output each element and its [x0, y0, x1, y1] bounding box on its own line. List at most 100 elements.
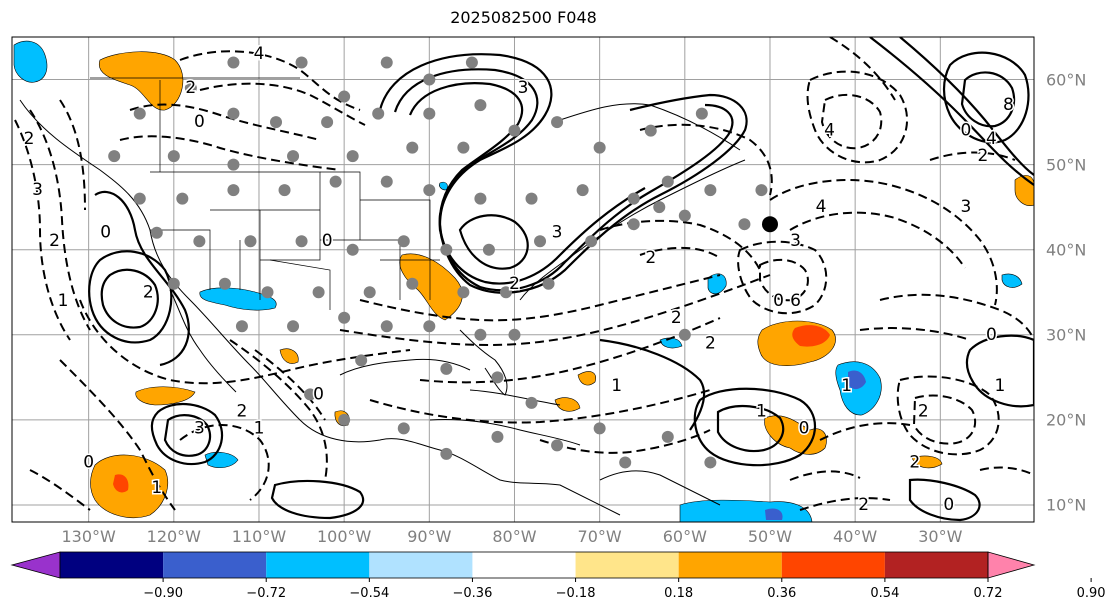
blue-blob: [679, 499, 813, 522]
station-dot: [108, 150, 121, 163]
station-dot: [593, 422, 606, 435]
station-dot: [295, 56, 308, 69]
contour-label: 0: [322, 231, 333, 251]
contour-label: 0: [83, 452, 94, 472]
station-dot: [380, 175, 393, 188]
coastlines: [19, 99, 746, 516]
lon-tick-label: 120°W: [146, 527, 201, 546]
station-dot: [423, 184, 436, 197]
station-dot: [355, 354, 368, 367]
contour-label: 4: [816, 197, 827, 217]
contour-label: 2: [24, 129, 35, 149]
colorbar-segment: [369, 552, 473, 578]
station-dot: [534, 235, 547, 248]
lon-tick-label: 100°W: [316, 527, 372, 546]
contour-label: 2: [645, 248, 656, 268]
station-dot: [406, 277, 419, 290]
station-dot: [184, 82, 197, 95]
station-dot: [312, 286, 325, 299]
contour-label: 2: [909, 452, 920, 472]
contour-label: 2: [143, 282, 154, 302]
dashed-contours: [14, 37, 1034, 511]
station-dot: [176, 192, 189, 205]
station-dot: [167, 277, 180, 290]
orange-blob: [577, 371, 596, 386]
station-dot: [287, 150, 300, 163]
station-dot: [508, 124, 521, 137]
contour-label: 4: [824, 121, 835, 141]
solid-contours: [88, 37, 1034, 522]
colorbar-tick-label: −0.90: [143, 586, 184, 601]
station-dot: [465, 56, 478, 69]
station-dot: [167, 150, 180, 163]
lat-tick-label: 30°N: [1046, 325, 1087, 345]
colorbar-tick-label: 0.36: [767, 586, 797, 601]
station-dot: [551, 439, 564, 452]
lat-tick-label: 10°N: [1046, 495, 1087, 515]
station-dot: [440, 447, 453, 460]
station-dot: [380, 56, 393, 69]
lon-tick-label: 70°W: [577, 527, 622, 546]
station-dot: [133, 192, 146, 205]
station-dot: [627, 192, 640, 205]
station-dot: [227, 184, 240, 197]
map-title: 2025082500 F048: [450, 8, 597, 27]
station-dot: [363, 286, 376, 299]
contour-label: 1: [611, 376, 622, 396]
colorbar-tick-label: −0.54: [349, 586, 390, 601]
station-dot: [133, 107, 146, 120]
contour-label: 1: [841, 376, 852, 396]
contour-label: 3: [518, 78, 529, 98]
contour-label: 3: [790, 231, 801, 251]
station-dot: [372, 107, 385, 120]
lat-tick-label: 40°N: [1046, 240, 1087, 260]
contour-label: 3: [960, 197, 971, 217]
station-dot: [244, 235, 257, 248]
station-dot: [295, 235, 308, 248]
station-dot: [235, 320, 248, 333]
colorbar-outline: [59, 551, 989, 579]
orange-blob: [98, 51, 184, 111]
station-dot: [627, 218, 640, 231]
lat-lon-grid: [12, 37, 1034, 522]
station-dot: [338, 90, 351, 103]
contour-label: 2: [918, 401, 929, 421]
station-dot: [491, 371, 504, 384]
station-dot: [227, 158, 240, 171]
orange-blob: [554, 397, 581, 412]
lon-tick-label: 40°W: [833, 527, 878, 546]
contour-label: 2: [237, 401, 248, 421]
colorbar-tick-label: −0.72: [246, 586, 287, 601]
contour-label: 1: [756, 401, 767, 421]
blue-blob: [439, 181, 448, 191]
station-dot: [227, 56, 240, 69]
station-dot: [482, 243, 495, 256]
contour-label: 2: [185, 78, 196, 98]
colorbar-extend-low: [10, 551, 61, 579]
lon-tick-label: 30°W: [918, 527, 963, 546]
lon-tick-label: 90°W: [407, 527, 452, 546]
station-dot: [440, 243, 453, 256]
station-dot: [525, 192, 538, 205]
station-dot: [585, 235, 598, 248]
red-blob: [113, 474, 129, 493]
station-dot: [576, 184, 589, 197]
colorbar-segment: [266, 552, 370, 578]
colorbar-tick-label: 0.18: [664, 586, 694, 601]
station-dot: [440, 362, 453, 375]
station-dot: [346, 150, 359, 163]
station-dot: [150, 226, 163, 239]
contour-label: 0: [960, 121, 971, 141]
contour-label: 8: [1003, 95, 1014, 115]
contour-label: 3: [194, 418, 205, 438]
station-dot: [593, 141, 606, 154]
station-dot: [457, 141, 470, 154]
colorbar-tick-label: −0.18: [555, 586, 596, 601]
contour-label: 0: [100, 223, 111, 243]
darkblue-blob: [765, 508, 783, 520]
colorbar-tick-label: 0.54: [870, 586, 900, 601]
colorbar-tick-label: 0.90: [1076, 586, 1105, 601]
station-dot: [380, 320, 393, 333]
